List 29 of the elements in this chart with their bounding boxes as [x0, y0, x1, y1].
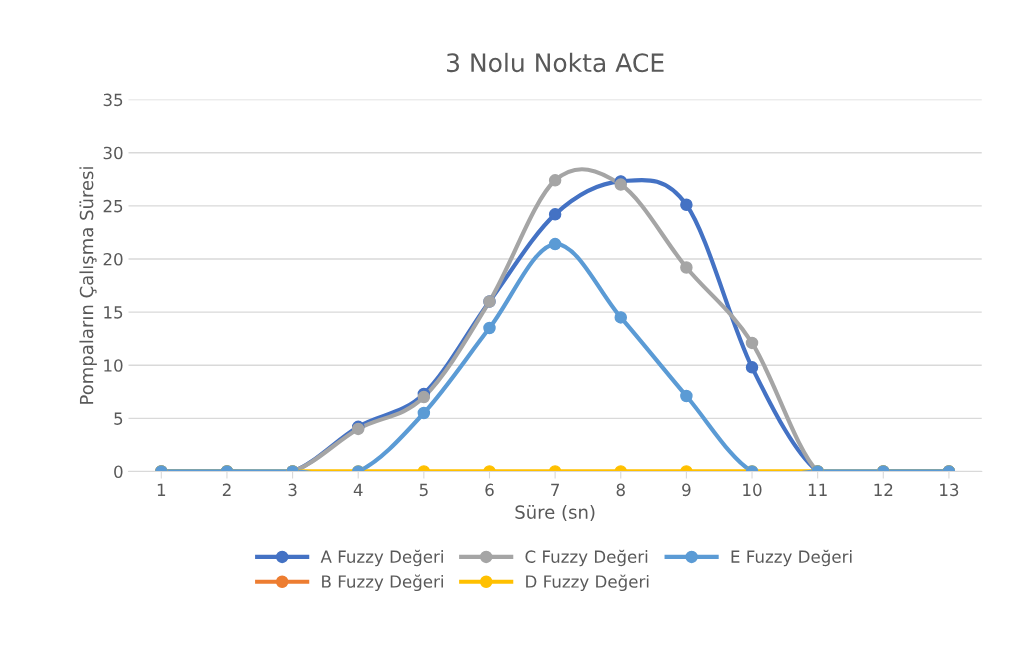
x-tick-label: 11 — [808, 483, 827, 496]
legend-label: D Fuzzy Değeri — [526, 574, 649, 592]
x-tick-label: 2 — [222, 483, 231, 496]
legend-label: B Fuzzy Değeri — [322, 574, 443, 592]
x-tick-label: 3 — [288, 483, 297, 497]
x-tick-label: 1 — [157, 483, 166, 496]
chart-title: 3 Nolu Nokta ACE — [447, 52, 664, 73]
y-tick-label: 35 — [103, 93, 123, 107]
legend-label: C Fuzzy Değeri — [525, 549, 648, 567]
x-tick-label: 9 — [682, 483, 691, 497]
x-tick-label: 12 — [874, 483, 893, 496]
y-tick-label: 0 — [114, 465, 123, 479]
x-tick-label: 10 — [743, 483, 762, 497]
x-tick-label: 4 — [353, 483, 363, 496]
y-tick-label: 25 — [103, 199, 123, 213]
y-axis-title: Pompaların Çalışma Süresi — [79, 167, 97, 404]
x-tick-label: 5 — [419, 483, 428, 497]
y-tick-label: 30 — [103, 146, 123, 160]
x-axis-title: Süre (sn) — [515, 504, 595, 522]
legend-label: E Fuzzy Değeri — [731, 549, 852, 567]
y-tick-label: 20 — [103, 252, 123, 266]
x-tick-label: 7 — [551, 483, 559, 496]
x-tick-label: 6 — [485, 483, 494, 497]
y-tick-label: 5 — [114, 412, 123, 425]
legend-label: A Fuzzy Değeri — [320, 549, 443, 567]
x-tick-label: 8 — [616, 483, 625, 497]
y-tick-label: 10 — [104, 359, 123, 372]
x-tick-label: 13 — [940, 483, 959, 497]
y-tick-label: 15 — [104, 306, 123, 319]
